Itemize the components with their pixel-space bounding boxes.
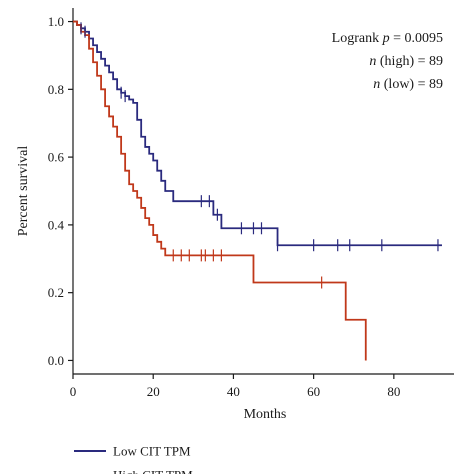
stats-annotation: n (low) = 89 bbox=[373, 77, 443, 92]
annotation-variable: n bbox=[369, 54, 376, 69]
x-ticks: 0 20 40 60 80 bbox=[70, 374, 400, 399]
legend-label: High CIT TPM bbox=[113, 468, 193, 474]
stats-annotation: Logrank p = 0.0095 bbox=[332, 31, 443, 46]
annotation-value: (low) = 89 bbox=[380, 77, 443, 92]
y-tick-label: 0.6 bbox=[48, 150, 65, 165]
x-axis-title: Months bbox=[244, 407, 287, 422]
survival-line-low-cit-tpm bbox=[73, 20, 442, 247]
y-tick-label: 0.8 bbox=[48, 82, 64, 97]
y-tick-label: 1.0 bbox=[48, 14, 64, 29]
y-axis-title: Percent survival bbox=[16, 146, 31, 237]
survival-curves bbox=[73, 20, 442, 361]
annotation-value: (high) = 89 bbox=[376, 54, 443, 69]
x-tick-label: 20 bbox=[147, 384, 160, 399]
y-tick-label: 0.4 bbox=[48, 217, 65, 232]
survival-line-high-cit-tpm bbox=[73, 20, 367, 361]
x-tick-label: 80 bbox=[387, 384, 400, 399]
legend: Low CIT TPM High CIT TPM bbox=[74, 444, 193, 474]
annotation-variable: p bbox=[382, 31, 390, 46]
x-tick-label: 40 bbox=[227, 384, 240, 399]
annotation-value: = 0.0095 bbox=[390, 31, 443, 46]
plot-frame bbox=[72, 8, 454, 375]
x-tick-label: 60 bbox=[307, 384, 320, 399]
legend-label: Low CIT TPM bbox=[113, 444, 191, 459]
y-tick-label: 0.2 bbox=[48, 285, 64, 300]
annotation-prefix: Logrank bbox=[332, 31, 383, 46]
stats-annotation: n (high) = 89 bbox=[369, 54, 443, 69]
censor-marks bbox=[80, 22, 439, 289]
y-tick-label: 0.0 bbox=[48, 353, 64, 368]
x-tick-label: 0 bbox=[70, 384, 77, 399]
annotation-variable: n bbox=[373, 77, 380, 92]
y-ticks: 0.0 0.2 0.4 0.6 0.8 1.0 bbox=[48, 14, 73, 368]
